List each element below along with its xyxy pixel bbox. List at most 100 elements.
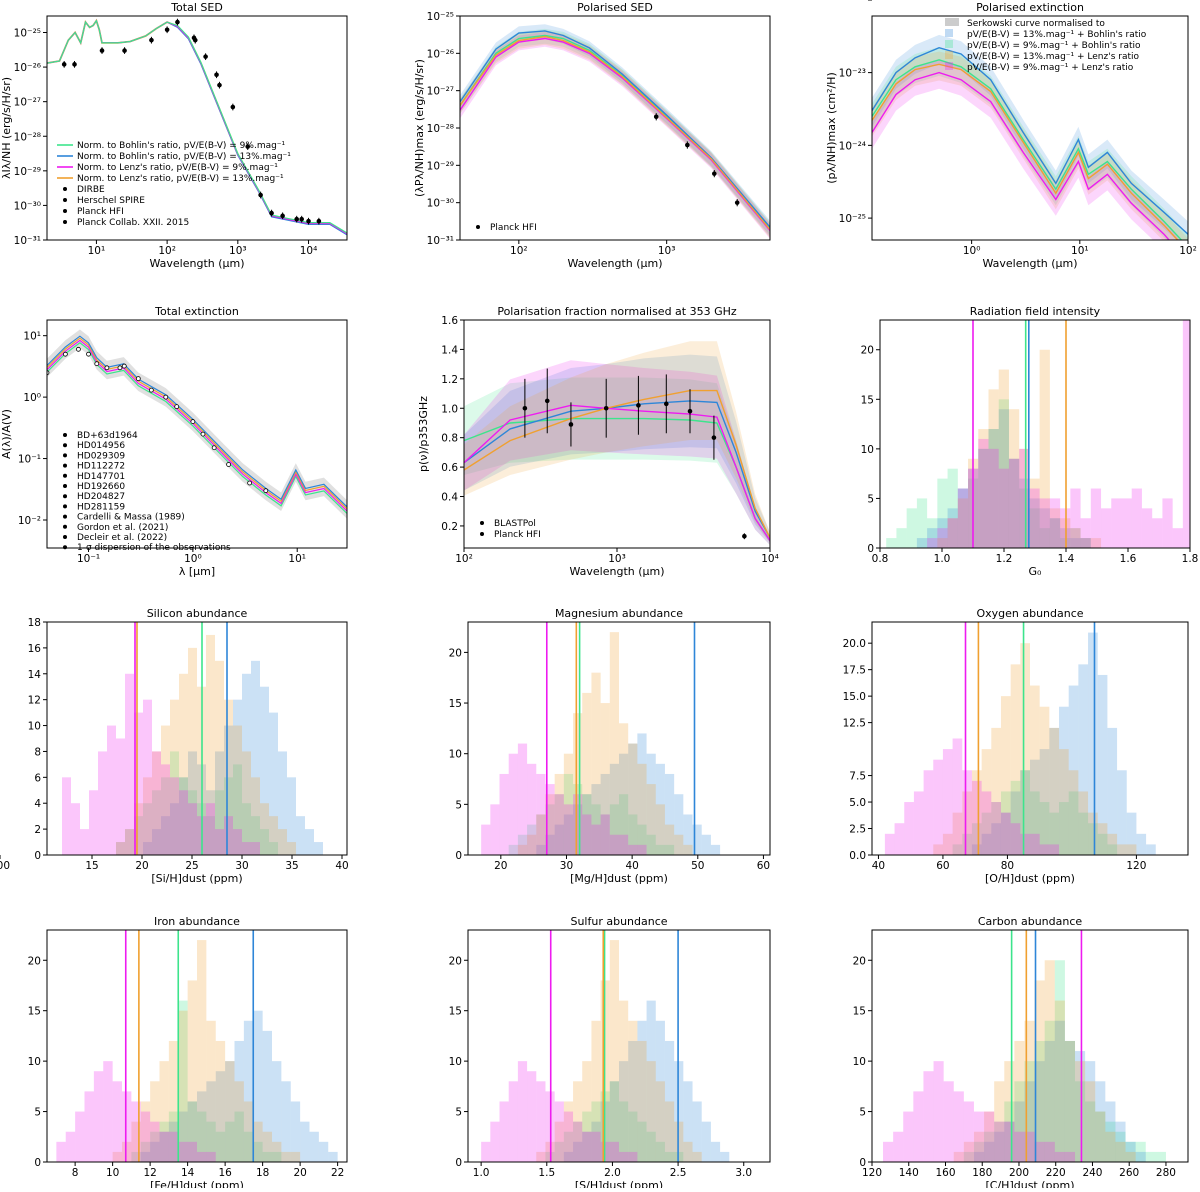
histogram-green xyxy=(886,399,1091,548)
panel-title: Iron abundance xyxy=(154,915,240,928)
histogram-bar xyxy=(75,1111,85,1162)
y-tick-label: 20 xyxy=(449,647,462,659)
histogram-bar xyxy=(1039,802,1050,855)
histogram-bar xyxy=(168,1121,179,1162)
histogram-bar xyxy=(215,1071,226,1162)
histogram-bar xyxy=(1075,1051,1086,1162)
x-tick-label: 20 xyxy=(494,860,507,872)
histogram-bar xyxy=(582,1111,592,1162)
histogram-bar xyxy=(646,1000,656,1162)
histogram-bar xyxy=(112,1081,122,1162)
histogram-bar xyxy=(234,1040,244,1162)
x-tick-label: 10³ xyxy=(608,553,626,565)
histogram-bar xyxy=(131,1101,141,1162)
histogram-bar xyxy=(664,1151,675,1162)
histogram-bar xyxy=(591,1101,601,1162)
histogram-bar xyxy=(225,1061,235,1162)
x-tick-label: 20 xyxy=(293,1167,306,1179)
x-tick-label: 10³ xyxy=(229,245,247,257)
plot-area xyxy=(886,320,1190,548)
histogram-bar xyxy=(188,803,197,855)
histogram-bar xyxy=(134,816,143,855)
histogram-bar xyxy=(1070,528,1081,548)
plot-border xyxy=(46,621,348,856)
x-tick-label: 8 xyxy=(72,1167,79,1179)
histogram-bar xyxy=(973,1111,985,1162)
histogram-bar xyxy=(637,1040,647,1162)
histogram-blue xyxy=(916,409,1091,548)
histogram-bar xyxy=(1039,498,1050,548)
legend-item: Norm. to Bohlin's ratio, pV/E(B-V) = 13%… xyxy=(77,152,291,162)
histogram-bar xyxy=(1029,498,1040,548)
legend-item: DIRBE xyxy=(77,185,105,195)
histogram-bar xyxy=(1090,488,1102,548)
histogram-bar xyxy=(1004,1121,1015,1162)
histogram-bar xyxy=(1034,1141,1045,1162)
histogram-bar xyxy=(991,802,1001,855)
histogram-bar xyxy=(71,803,80,855)
panel-title: Total SED xyxy=(170,1,223,14)
histogram-bar xyxy=(1090,538,1102,548)
y-tick-label: 0.8 xyxy=(441,433,458,445)
legend-marker xyxy=(63,524,67,529)
axes-frame xyxy=(456,15,771,244)
histogram-bar xyxy=(269,712,278,855)
histogram-bar xyxy=(1039,349,1050,548)
histogram-bar xyxy=(224,816,233,855)
x-tick-label: 80 xyxy=(1001,860,1014,872)
histogram-bar xyxy=(998,399,1009,548)
y-tick-label: 17.5 xyxy=(843,665,866,677)
histogram-bar xyxy=(1014,1101,1025,1162)
histogram-bar xyxy=(260,829,269,855)
x-tick-label: 10⁻¹ xyxy=(77,553,100,565)
y-tick-label: 20 xyxy=(861,345,874,357)
histogram-bar xyxy=(988,448,999,548)
histogram-magenta xyxy=(927,320,1190,548)
histogram-bar xyxy=(143,842,152,855)
legend-marker xyxy=(480,532,484,536)
histogram-bar xyxy=(904,802,914,855)
x-tick-label: 10¹ xyxy=(1071,245,1089,257)
histogram-bar xyxy=(664,824,675,855)
histogram-bar xyxy=(619,1151,629,1162)
panel-title: Carbon abundance xyxy=(978,915,1083,928)
histogram-bar xyxy=(103,1061,113,1162)
histogram-bar xyxy=(591,824,601,855)
y-tick-label: 15 xyxy=(861,394,874,406)
legend-marker xyxy=(63,463,67,468)
legend-item: 1-σ dispersion of the observations xyxy=(77,543,231,553)
histogram-bar xyxy=(215,790,224,855)
histogram-bar xyxy=(1131,488,1142,548)
y-tick-label: 0.2 xyxy=(441,521,458,533)
x-axis-label: [Mg/H]dust (ppm) xyxy=(570,872,668,885)
histogram-bar xyxy=(143,803,152,855)
legend-item: Planck Collab. XXII. 2015 xyxy=(77,218,189,228)
histogram-blue xyxy=(140,1010,338,1162)
x-tick-label: 10² xyxy=(1179,245,1197,257)
histogram-bar xyxy=(971,844,982,855)
histogram-bar xyxy=(683,844,693,855)
histogram-bar xyxy=(150,1131,160,1162)
y-tick-label: 10⁻²⁶ xyxy=(427,48,454,60)
histogram-bar xyxy=(290,1101,301,1162)
histogram-bar xyxy=(170,751,179,855)
histogram-bar xyxy=(1020,643,1030,855)
histogram-bar xyxy=(161,764,170,855)
plot-area xyxy=(47,18,347,236)
histogram-bar xyxy=(933,759,943,855)
histogram-bar xyxy=(619,1101,629,1162)
y-tick-label: 20.0 xyxy=(843,638,866,650)
histogram-bar xyxy=(1054,1151,1065,1162)
histogram-bar xyxy=(131,1151,141,1162)
y-tick-label: 14 xyxy=(28,669,42,681)
x-tick-label: 15 xyxy=(85,860,98,872)
legend-item: HD192660 xyxy=(77,482,125,492)
x-tick-label: 1.6 xyxy=(1120,553,1137,565)
histogram-bar xyxy=(1162,498,1173,548)
legend-item: HD029309 xyxy=(77,451,125,461)
histogram-bar xyxy=(517,743,528,855)
histogram-bar xyxy=(927,518,938,548)
histogram-bar xyxy=(1030,791,1040,855)
y-tick-label: 0 xyxy=(867,543,874,555)
